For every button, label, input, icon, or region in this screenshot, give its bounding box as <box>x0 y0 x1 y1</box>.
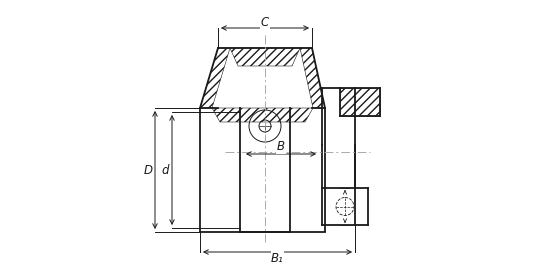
Text: D: D <box>144 164 152 177</box>
Polygon shape <box>230 48 300 66</box>
Polygon shape <box>300 48 325 108</box>
Bar <box>340 88 380 116</box>
Polygon shape <box>212 108 313 122</box>
Text: B: B <box>277 141 285 153</box>
Text: d: d <box>161 164 169 177</box>
Text: B₁: B₁ <box>271 252 284 265</box>
Text: C: C <box>261 15 269 29</box>
Polygon shape <box>200 48 230 108</box>
